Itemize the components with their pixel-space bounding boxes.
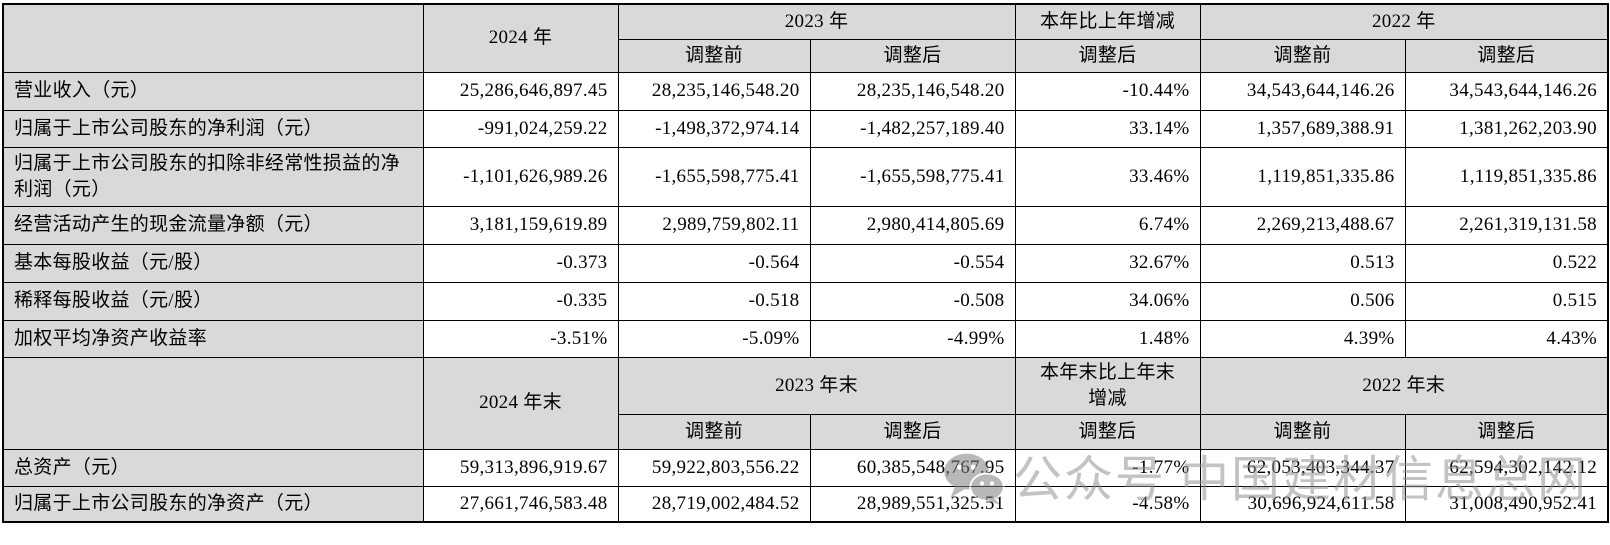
table-cell: 60,385,548,767.95 <box>809 448 1016 487</box>
col-header-2024-eoy: 2024 年末 <box>422 356 619 450</box>
col-header-change-eoy-text: 本年末比上年末增减 <box>1039 361 1176 409</box>
table-row: 归属于上市公司股东的扣除非经常性损益的净利润（元） -1,101,626,989… <box>2 146 1609 207</box>
table-cell: -991,024,259.22 <box>422 109 619 148</box>
subheader-2022-after: 调整后 <box>1404 38 1609 73</box>
table-cell: 2,980,414,805.69 <box>809 205 1016 245</box>
corner-cell-eoy <box>2 356 424 450</box>
table-cell: 32.67% <box>1014 243 1201 283</box>
annual-header-row-years: 2024 年 2023 年 本年比上年增减 2022 年 <box>2 3 1609 73</box>
table-row: 经营活动产生的现金流量净额（元） 3,181,159,619.89 2,989,… <box>2 205 1609 245</box>
table-row: 稀释每股收益（元/股） -0.335 -0.518 -0.508 34.06% … <box>2 281 1609 321</box>
table-cell: 2,261,319,131.58 <box>1404 205 1609 245</box>
col-header-2024: 2024 年 <box>422 3 619 73</box>
table-cell: -0.554 <box>809 243 1016 283</box>
row-label: 基本每股收益（元/股） <box>2 243 424 283</box>
financial-report-page: 2024 年 2023 年 本年比上年增减 2022 年 调整前 调整后 调整后… <box>0 3 1610 545</box>
table-row: 归属于上市公司股东的净资产（元） 27,661,746,583.48 28,71… <box>2 485 1609 523</box>
subheader-2023-eoy-before: 调整前 <box>617 413 811 450</box>
table-cell: 33.14% <box>1014 109 1201 148</box>
table-cell: -0.508 <box>809 281 1016 321</box>
table-cell: 27,661,746,583.48 <box>422 485 619 523</box>
table-cell: 28,235,146,548.20 <box>617 71 811 111</box>
table-cell: 34.06% <box>1014 281 1201 321</box>
table-cell: -1,655,598,775.41 <box>617 146 811 207</box>
table-cell: 1,119,851,335.86 <box>1199 146 1406 207</box>
row-label: 总资产（元） <box>2 448 424 487</box>
table-cell: -4.99% <box>809 319 1016 358</box>
subheader-2022-eoy-after: 调整后 <box>1404 413 1609 450</box>
col-header-2022: 2022 年 <box>1199 3 1609 40</box>
table-cell: 6.74% <box>1014 205 1201 245</box>
table-cell: 0.506 <box>1199 281 1406 321</box>
table-cell: 28,235,146,548.20 <box>809 71 1016 111</box>
table-cell: 62,594,302,142.12 <box>1404 448 1609 487</box>
table-cell: 62,053,403,344.37 <box>1199 448 1406 487</box>
table-row: 归属于上市公司股东的净利润（元） -991,024,259.22 -1,498,… <box>2 109 1609 148</box>
financial-summary-table: 2024 年 2023 年 本年比上年增减 2022 年 调整前 调整后 调整后… <box>2 3 1609 523</box>
table-cell: -1,482,257,189.40 <box>809 109 1016 148</box>
table-row: 加权平均净资产收益率 -3.51% -5.09% -4.99% 1.48% 4.… <box>2 319 1609 358</box>
subheader-2022-eoy-before: 调整前 <box>1199 413 1406 450</box>
table-cell: 1,357,689,388.91 <box>1199 109 1406 148</box>
table-cell: 2,269,213,488.67 <box>1199 205 1406 245</box>
table-cell: -3.51% <box>422 319 619 358</box>
table-cell: -10.44% <box>1014 71 1201 111</box>
table-cell: -4.58% <box>1014 485 1201 523</box>
table-cell: 28,989,551,325.51 <box>809 485 1016 523</box>
table-cell: -0.518 <box>617 281 811 321</box>
table-cell: 0.522 <box>1404 243 1609 283</box>
corner-cell-annual <box>2 3 424 73</box>
row-label: 归属于上市公司股东的净资产（元） <box>2 485 424 523</box>
table-cell: 4.43% <box>1404 319 1609 358</box>
table-cell: -0.564 <box>617 243 811 283</box>
table-cell: 0.513 <box>1199 243 1406 283</box>
row-label: 营业收入（元） <box>2 71 424 111</box>
table-cell: -5.09% <box>617 319 811 358</box>
subheader-2022-before: 调整前 <box>1199 38 1406 73</box>
table-cell: -0.335 <box>422 281 619 321</box>
table-row: 总资产（元） 59,313,896,919.67 59,922,803,556.… <box>2 448 1609 487</box>
table-cell: 1.48% <box>1014 319 1201 358</box>
table-cell: 59,313,896,919.67 <box>422 448 619 487</box>
row-label: 加权平均净资产收益率 <box>2 319 424 358</box>
table-cell: 0.515 <box>1404 281 1609 321</box>
subheader-change-eoy-after: 调整后 <box>1014 413 1201 450</box>
table-cell: -1,655,598,775.41 <box>809 146 1016 207</box>
table-cell: 2,989,759,802.11 <box>617 205 811 245</box>
table-cell: 34,543,644,146.26 <box>1404 71 1609 111</box>
annual-header-row-adjust: 调整前 调整后 调整后 调整前 调整后 <box>3 38 1609 73</box>
table-cell: 1,119,851,335.86 <box>1404 146 1609 207</box>
row-label: 稀释每股收益（元/股） <box>2 281 424 321</box>
row-label: 经营活动产生的现金流量净额（元） <box>2 205 424 245</box>
eoy-header-row-years: 2024 年末 2023 年末 本年末比上年末增减 2022 年末 <box>2 356 1609 450</box>
row-label: 归属于上市公司股东的净利润（元） <box>2 109 424 148</box>
table-cell: -0.373 <box>422 243 619 283</box>
table-cell: -1,498,372,974.14 <box>617 109 811 148</box>
table-cell: -1,101,626,989.26 <box>422 146 619 207</box>
eoy-header-row-adjust: 调整前 调整后 调整后 调整前 调整后 <box>3 413 1609 450</box>
col-header-change: 本年比上年增减 <box>1014 3 1201 40</box>
table-cell: 31,008,490,952.41 <box>1404 485 1609 523</box>
table-row: 营业收入（元） 25,286,646,897.45 28,235,146,548… <box>2 71 1609 111</box>
col-header-2023-eoy: 2023 年末 <box>617 356 1016 415</box>
table-cell: 1,381,262,203.90 <box>1404 109 1609 148</box>
table-cell: 33.46% <box>1014 146 1201 207</box>
table-cell: -1.77% <box>1014 448 1201 487</box>
table-row: 基本每股收益（元/股） -0.373 -0.564 -0.554 32.67% … <box>2 243 1609 283</box>
table-cell: 25,286,646,897.45 <box>422 71 619 111</box>
table-cell: 30,696,924,611.58 <box>1199 485 1406 523</box>
col-header-2023: 2023 年 <box>617 3 1016 40</box>
col-header-2022-eoy: 2022 年末 <box>1199 356 1609 415</box>
table-cell: 34,543,644,146.26 <box>1199 71 1406 111</box>
col-header-change-eoy: 本年末比上年末增减 <box>1014 356 1201 415</box>
subheader-change-after: 调整后 <box>1014 38 1201 73</box>
subheader-2023-after: 调整后 <box>809 38 1016 73</box>
table-cell: 59,922,803,556.22 <box>617 448 811 487</box>
subheader-2023-eoy-after: 调整后 <box>809 413 1016 450</box>
row-label: 归属于上市公司股东的扣除非经常性损益的净利润（元） <box>2 146 424 207</box>
table-cell: 3,181,159,619.89 <box>422 205 619 245</box>
subheader-2023-before: 调整前 <box>617 38 811 73</box>
table-cell: 28,719,002,484.52 <box>617 485 811 523</box>
table-cell: 4.39% <box>1199 319 1406 358</box>
